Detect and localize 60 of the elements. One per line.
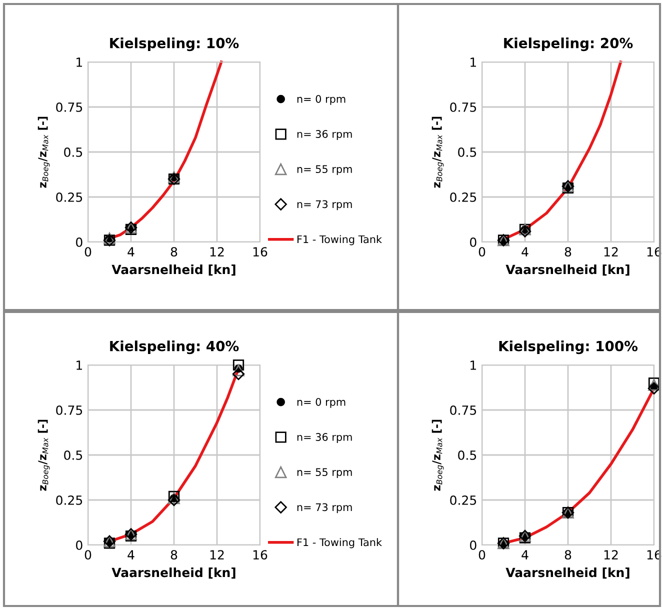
y-tick-label: 0.75 bbox=[56, 405, 82, 415]
y-axis-title: z$_{Boeg}$/z$_{Max}$ [-] bbox=[38, 116, 50, 188]
legend-label: n= 73 rpm bbox=[297, 200, 352, 210]
y-tick-label: 1 bbox=[470, 58, 476, 67]
x-tick-label: 8 bbox=[170, 247, 178, 257]
y-tick-label: 1 bbox=[76, 58, 82, 67]
x-tick-label: 0 bbox=[478, 247, 486, 257]
legend-label: n= 36 rpm bbox=[297, 433, 352, 443]
y-tick-label: 0.25 bbox=[450, 495, 476, 505]
x-tick-label: 0 bbox=[84, 247, 92, 257]
x-tick-label: 4 bbox=[522, 247, 528, 256]
legend-label: F1 - Towing Tank bbox=[297, 235, 382, 246]
x-tick-label: 4 bbox=[522, 550, 528, 560]
x-tick-label: 12 bbox=[210, 550, 224, 560]
y-tick-label: 0.5 bbox=[64, 450, 82, 460]
x-tick-label: 8 bbox=[564, 550, 572, 560]
legend-label: n= 0 rpm bbox=[297, 398, 346, 408]
y-tick-label: 0.5 bbox=[458, 450, 476, 460]
legend-label: n= 55 rpm bbox=[297, 165, 352, 176]
y-tick-label: 1 bbox=[470, 360, 476, 370]
x-tick-label: 8 bbox=[170, 550, 178, 560]
x-tick-label: 12 bbox=[210, 247, 224, 256]
x-axis-title: Vaarsnelheid [kn] bbox=[506, 568, 630, 579]
y-tick-label: 0 bbox=[76, 540, 82, 550]
x-tick-label: 4 bbox=[128, 550, 134, 560]
x-tick-label: 8 bbox=[564, 247, 572, 257]
legend-label: n= 55 rpm bbox=[297, 468, 352, 478]
y-tick-label: 0.75 bbox=[56, 102, 82, 112]
x-tick-label: 16 bbox=[253, 247, 268, 257]
y-tick-label: 0 bbox=[76, 237, 82, 247]
y-tick-label: 0.75 bbox=[450, 405, 476, 415]
y-axis-title: z$_{Boeg}$/z$_{Max}$ [-] bbox=[432, 116, 444, 188]
y-tick-label: 0.5 bbox=[458, 147, 476, 157]
x-tick-label: 16 bbox=[253, 550, 268, 560]
y-tick-label: 0.25 bbox=[56, 495, 82, 505]
x-axis-title: Vaarsnelheid [kn] bbox=[112, 568, 236, 579]
x-tick-label: 0 bbox=[478, 550, 486, 560]
x-tick-label: 12 bbox=[604, 247, 618, 256]
chart-title: Kielspeling: 100% bbox=[499, 340, 638, 354]
x-axis-title: Vaarsnelheid [kn] bbox=[506, 264, 630, 276]
y-tick-label: 0.5 bbox=[64, 147, 82, 157]
y-axis-title: z$_{Boeg}$/z$_{Max}$ [-] bbox=[38, 420, 50, 491]
x-tick-label: 4 bbox=[128, 247, 134, 256]
chart-title: Kielspeling: 40% bbox=[110, 340, 239, 354]
y-axis-title: z$_{Boeg}$/z$_{Max}$ [-] bbox=[432, 420, 444, 491]
y-tick-label: 1 bbox=[76, 360, 82, 370]
y-tick-label: 0 bbox=[470, 237, 476, 247]
legend-label: n= 73 rpm bbox=[297, 503, 352, 514]
y-tick-label: 0 bbox=[470, 540, 476, 550]
chart-title: Kielspeling: 10% bbox=[110, 38, 239, 52]
legend-label: n= 36 rpm bbox=[297, 130, 352, 140]
x-tick-label: 0 bbox=[84, 550, 92, 560]
y-tick-label: 0.25 bbox=[450, 192, 476, 202]
y-tick-label: 0.25 bbox=[56, 192, 82, 202]
y-tick-label: 0.75 bbox=[450, 102, 476, 112]
legend-label: F1 - Towing Tank bbox=[297, 538, 382, 548]
chart-title: Kielspeling: 20% bbox=[504, 38, 633, 52]
legend-label: n= 0 rpm bbox=[297, 94, 346, 105]
x-axis-title: Vaarsnelheid [kn] bbox=[112, 264, 236, 276]
x-tick-label: 12 bbox=[604, 550, 618, 560]
